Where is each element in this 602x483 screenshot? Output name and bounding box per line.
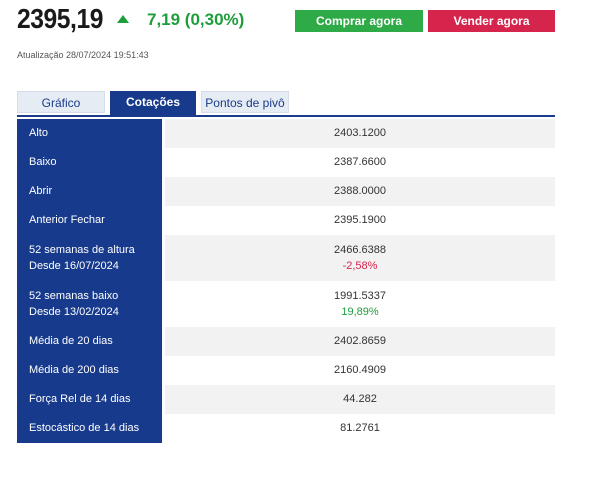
row-value-forca-rel-14: 44.282 xyxy=(343,393,377,405)
row-pct-52-semanas-alta: -2,58% xyxy=(342,260,378,272)
table-row: Abrir 2388.0000 xyxy=(17,177,555,206)
table-row: Anterior Fechar 2395.1900 xyxy=(17,206,555,235)
row-label-52-semanas-alta: 52 semanas de altura xyxy=(29,244,135,256)
row-label-estocastico-14: Estocástico de 14 dias xyxy=(29,422,140,434)
tab-pontos-de-pivo[interactable]: Pontos de pivô xyxy=(201,91,289,113)
row-pct-52-semanas-baixo: 19,89% xyxy=(341,306,379,318)
row-value-alto: 2403.1200 xyxy=(334,127,386,139)
tab-bar: Gráfico Cotações Pontos de pivô xyxy=(17,91,555,117)
row-value-52-semanas-baixo: 1991.5337 xyxy=(334,290,386,302)
row-label-forca-rel-14: Força Rel de 14 dias xyxy=(29,393,131,405)
row-label-anterior-fechar: Anterior Fechar xyxy=(29,214,105,226)
table-row: Média de 20 dias 2402.8659 xyxy=(17,327,555,356)
table-row: 52 semanas baixo Desde 13/02/2024 1991.5… xyxy=(17,281,555,327)
row-label-52-semanas-baixo: 52 semanas baixo xyxy=(29,290,119,302)
update-timestamp: Atualização 28/07/2024 19:51:43 xyxy=(17,50,149,60)
table-row: Força Rel de 14 dias 44.282 xyxy=(17,385,555,414)
row-value-estocastico-14: 81.2761 xyxy=(340,422,380,434)
row-label-media-20: Média de 20 dias xyxy=(29,335,113,347)
arrow-up-icon xyxy=(117,15,129,23)
row-label-baixo: Baixo xyxy=(29,156,57,168)
row-label-alto: Alto xyxy=(29,127,48,139)
row-value-anterior-fechar: 2395.1900 xyxy=(334,214,386,226)
row-label-abrir: Abrir xyxy=(29,185,53,197)
table-row: Estocástico de 14 dias 81.2761 xyxy=(17,414,555,443)
table-row: Alto 2403.1200 xyxy=(17,119,555,148)
table-row: Média de 200 dias 2160.4909 xyxy=(17,356,555,385)
quotes-table: Alto 2403.1200 Baixo 2387.6600 Abrir 238… xyxy=(17,119,555,443)
row-label-media-200: Média de 200 dias xyxy=(29,364,119,376)
price-change: 7,19 (0,30%) xyxy=(147,10,245,29)
tab-grafico[interactable]: Gráfico xyxy=(17,91,105,113)
row-sublabel-52-semanas-alta: Desde 16/07/2024 xyxy=(29,260,119,272)
row-value-media-200: 2160.4909 xyxy=(334,364,386,376)
row-value-baixo: 2387.6600 xyxy=(334,156,386,168)
table-row: 52 semanas de altura Desde 16/07/2024 24… xyxy=(17,235,555,281)
buy-now-button[interactable]: Comprar agora xyxy=(295,10,423,32)
row-value-52-semanas-alta: 2466.6388 xyxy=(334,244,386,256)
table-row: Baixo 2387.6600 xyxy=(17,148,555,177)
price-value: 2395,19 xyxy=(17,3,103,34)
row-sublabel-52-semanas-baixo: Desde 13/02/2024 xyxy=(29,306,119,318)
row-value-abrir: 2388.0000 xyxy=(334,185,386,197)
sell-now-button[interactable]: Vender agora xyxy=(428,10,555,32)
tab-cotacoes[interactable]: Cotações xyxy=(110,91,196,115)
row-value-media-20: 2402.8659 xyxy=(334,335,386,347)
